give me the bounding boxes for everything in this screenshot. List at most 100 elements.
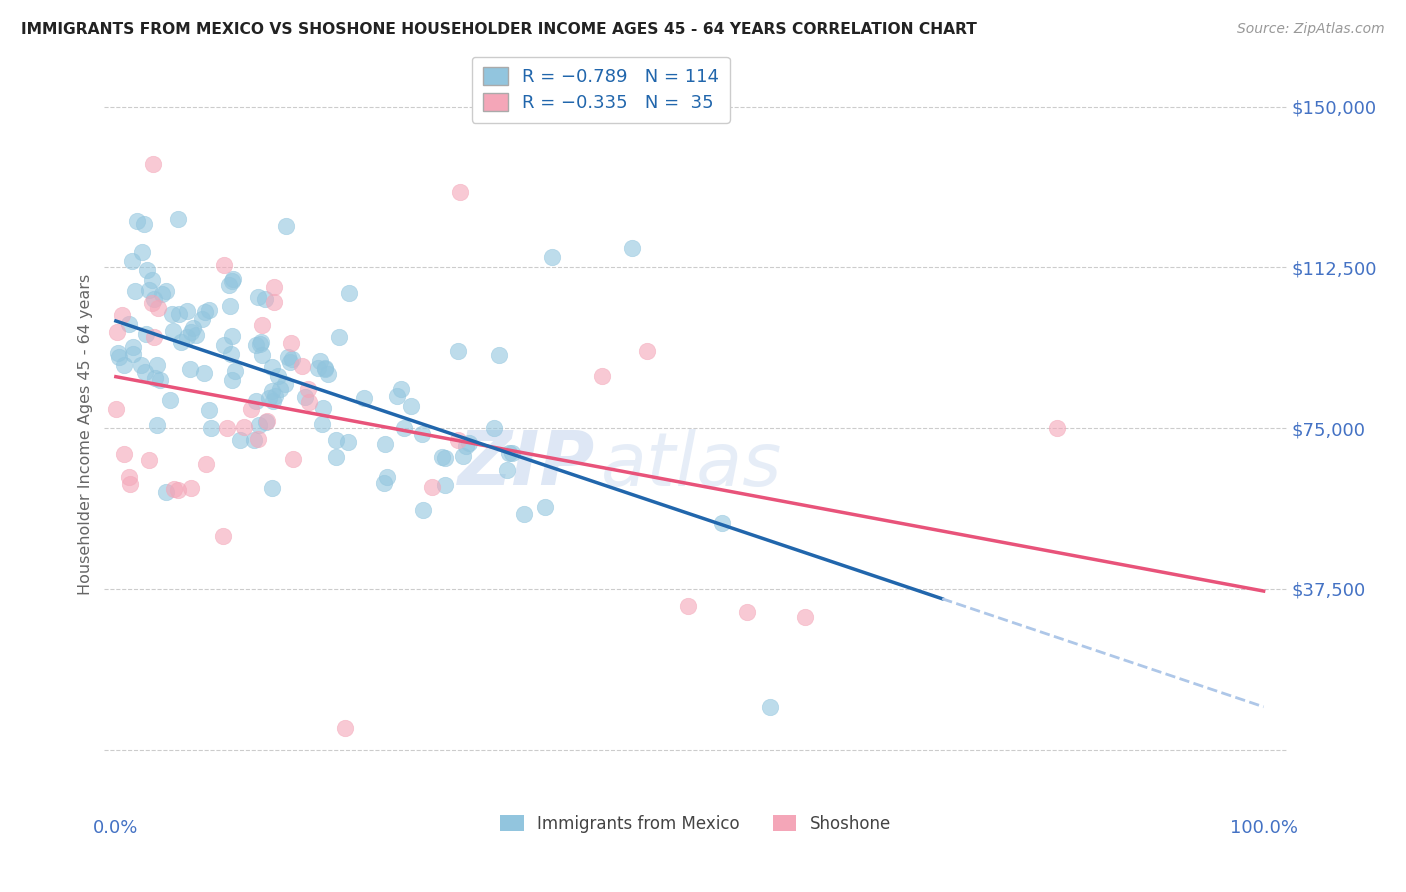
Point: [191, 311, 214, 326]
Point: [263, 280, 285, 294]
Point: [221, 346, 243, 360]
Point: [434, 451, 457, 466]
Point: [793, 609, 815, 624]
Point: [107, 346, 129, 360]
Point: [447, 344, 470, 359]
Point: [446, 434, 468, 448]
Point: [250, 318, 273, 332]
Point: [374, 437, 396, 451]
Point: [484, 421, 506, 435]
Point: [250, 348, 273, 362]
Point: [389, 382, 412, 396]
Point: [167, 212, 190, 227]
Point: [312, 401, 335, 415]
Point: [125, 214, 148, 228]
Legend: Immigrants from Mexico, Shoshone: Immigrants from Mexico, Shoshone: [494, 808, 897, 839]
Point: [138, 283, 160, 297]
Point: [291, 359, 314, 374]
Point: [316, 368, 339, 382]
Point: [411, 426, 433, 441]
Point: [212, 338, 235, 352]
Point: [759, 699, 782, 714]
Point: [142, 330, 165, 344]
Point: [253, 292, 276, 306]
Point: [297, 382, 319, 396]
Point: [122, 340, 145, 354]
Point: [280, 336, 302, 351]
Point: [307, 360, 329, 375]
Point: [488, 348, 510, 362]
Point: [335, 721, 357, 735]
Point: [118, 318, 141, 332]
Point: [420, 480, 443, 494]
Point: [135, 327, 157, 342]
Point: [328, 330, 350, 344]
Point: [224, 364, 246, 378]
Point: [449, 186, 471, 200]
Point: [118, 470, 141, 484]
Point: [176, 304, 198, 318]
Point: [193, 366, 215, 380]
Point: [105, 325, 128, 339]
Point: [412, 503, 434, 517]
Point: [394, 421, 416, 435]
Point: [541, 250, 564, 264]
Point: [184, 328, 207, 343]
Point: [221, 329, 243, 343]
Point: [198, 403, 221, 417]
Point: [269, 382, 291, 396]
Point: [245, 394, 267, 409]
Point: [121, 253, 143, 268]
Text: IMMIGRANTS FROM MEXICO VS SHOSHONE HOUSEHOLDER INCOME AGES 45 - 64 YEARS CORRELA: IMMIGRANTS FROM MEXICO VS SHOSHONE HOUSE…: [21, 22, 977, 37]
Point: [246, 432, 269, 446]
Point: [179, 362, 201, 376]
Point: [135, 263, 157, 277]
Text: atlas: atlas: [600, 429, 782, 501]
Point: [534, 500, 557, 515]
Point: [141, 296, 163, 310]
Point: [180, 481, 202, 495]
Point: [150, 286, 173, 301]
Point: [375, 469, 398, 483]
Point: [162, 324, 184, 338]
Point: [159, 392, 181, 407]
Point: [264, 389, 287, 403]
Point: [262, 394, 284, 409]
Point: [217, 421, 239, 435]
Point: [457, 435, 479, 450]
Point: [283, 452, 305, 467]
Point: [138, 453, 160, 467]
Point: [260, 481, 283, 495]
Point: [294, 390, 316, 404]
Point: [142, 292, 165, 306]
Point: [267, 368, 290, 383]
Y-axis label: Householder Income Ages 45 - 64 years: Householder Income Ages 45 - 64 years: [79, 274, 93, 595]
Point: [118, 476, 141, 491]
Point: [298, 395, 321, 409]
Point: [451, 449, 474, 463]
Point: [146, 358, 169, 372]
Point: [263, 295, 285, 310]
Point: [280, 352, 302, 367]
Point: [259, 391, 281, 405]
Point: [278, 355, 301, 369]
Point: [176, 329, 198, 343]
Point: [122, 347, 145, 361]
Point: [337, 434, 360, 449]
Point: [246, 290, 269, 304]
Point: [197, 303, 219, 318]
Point: [194, 305, 217, 319]
Point: [710, 516, 733, 530]
Point: [145, 417, 167, 432]
Point: [160, 307, 183, 321]
Point: [325, 450, 347, 465]
Point: [218, 278, 240, 293]
Point: [254, 415, 277, 429]
Point: [339, 286, 361, 301]
Point: [274, 219, 297, 233]
Point: [245, 338, 267, 352]
Point: [148, 373, 170, 387]
Point: [219, 300, 242, 314]
Point: [262, 384, 284, 398]
Point: [104, 401, 127, 416]
